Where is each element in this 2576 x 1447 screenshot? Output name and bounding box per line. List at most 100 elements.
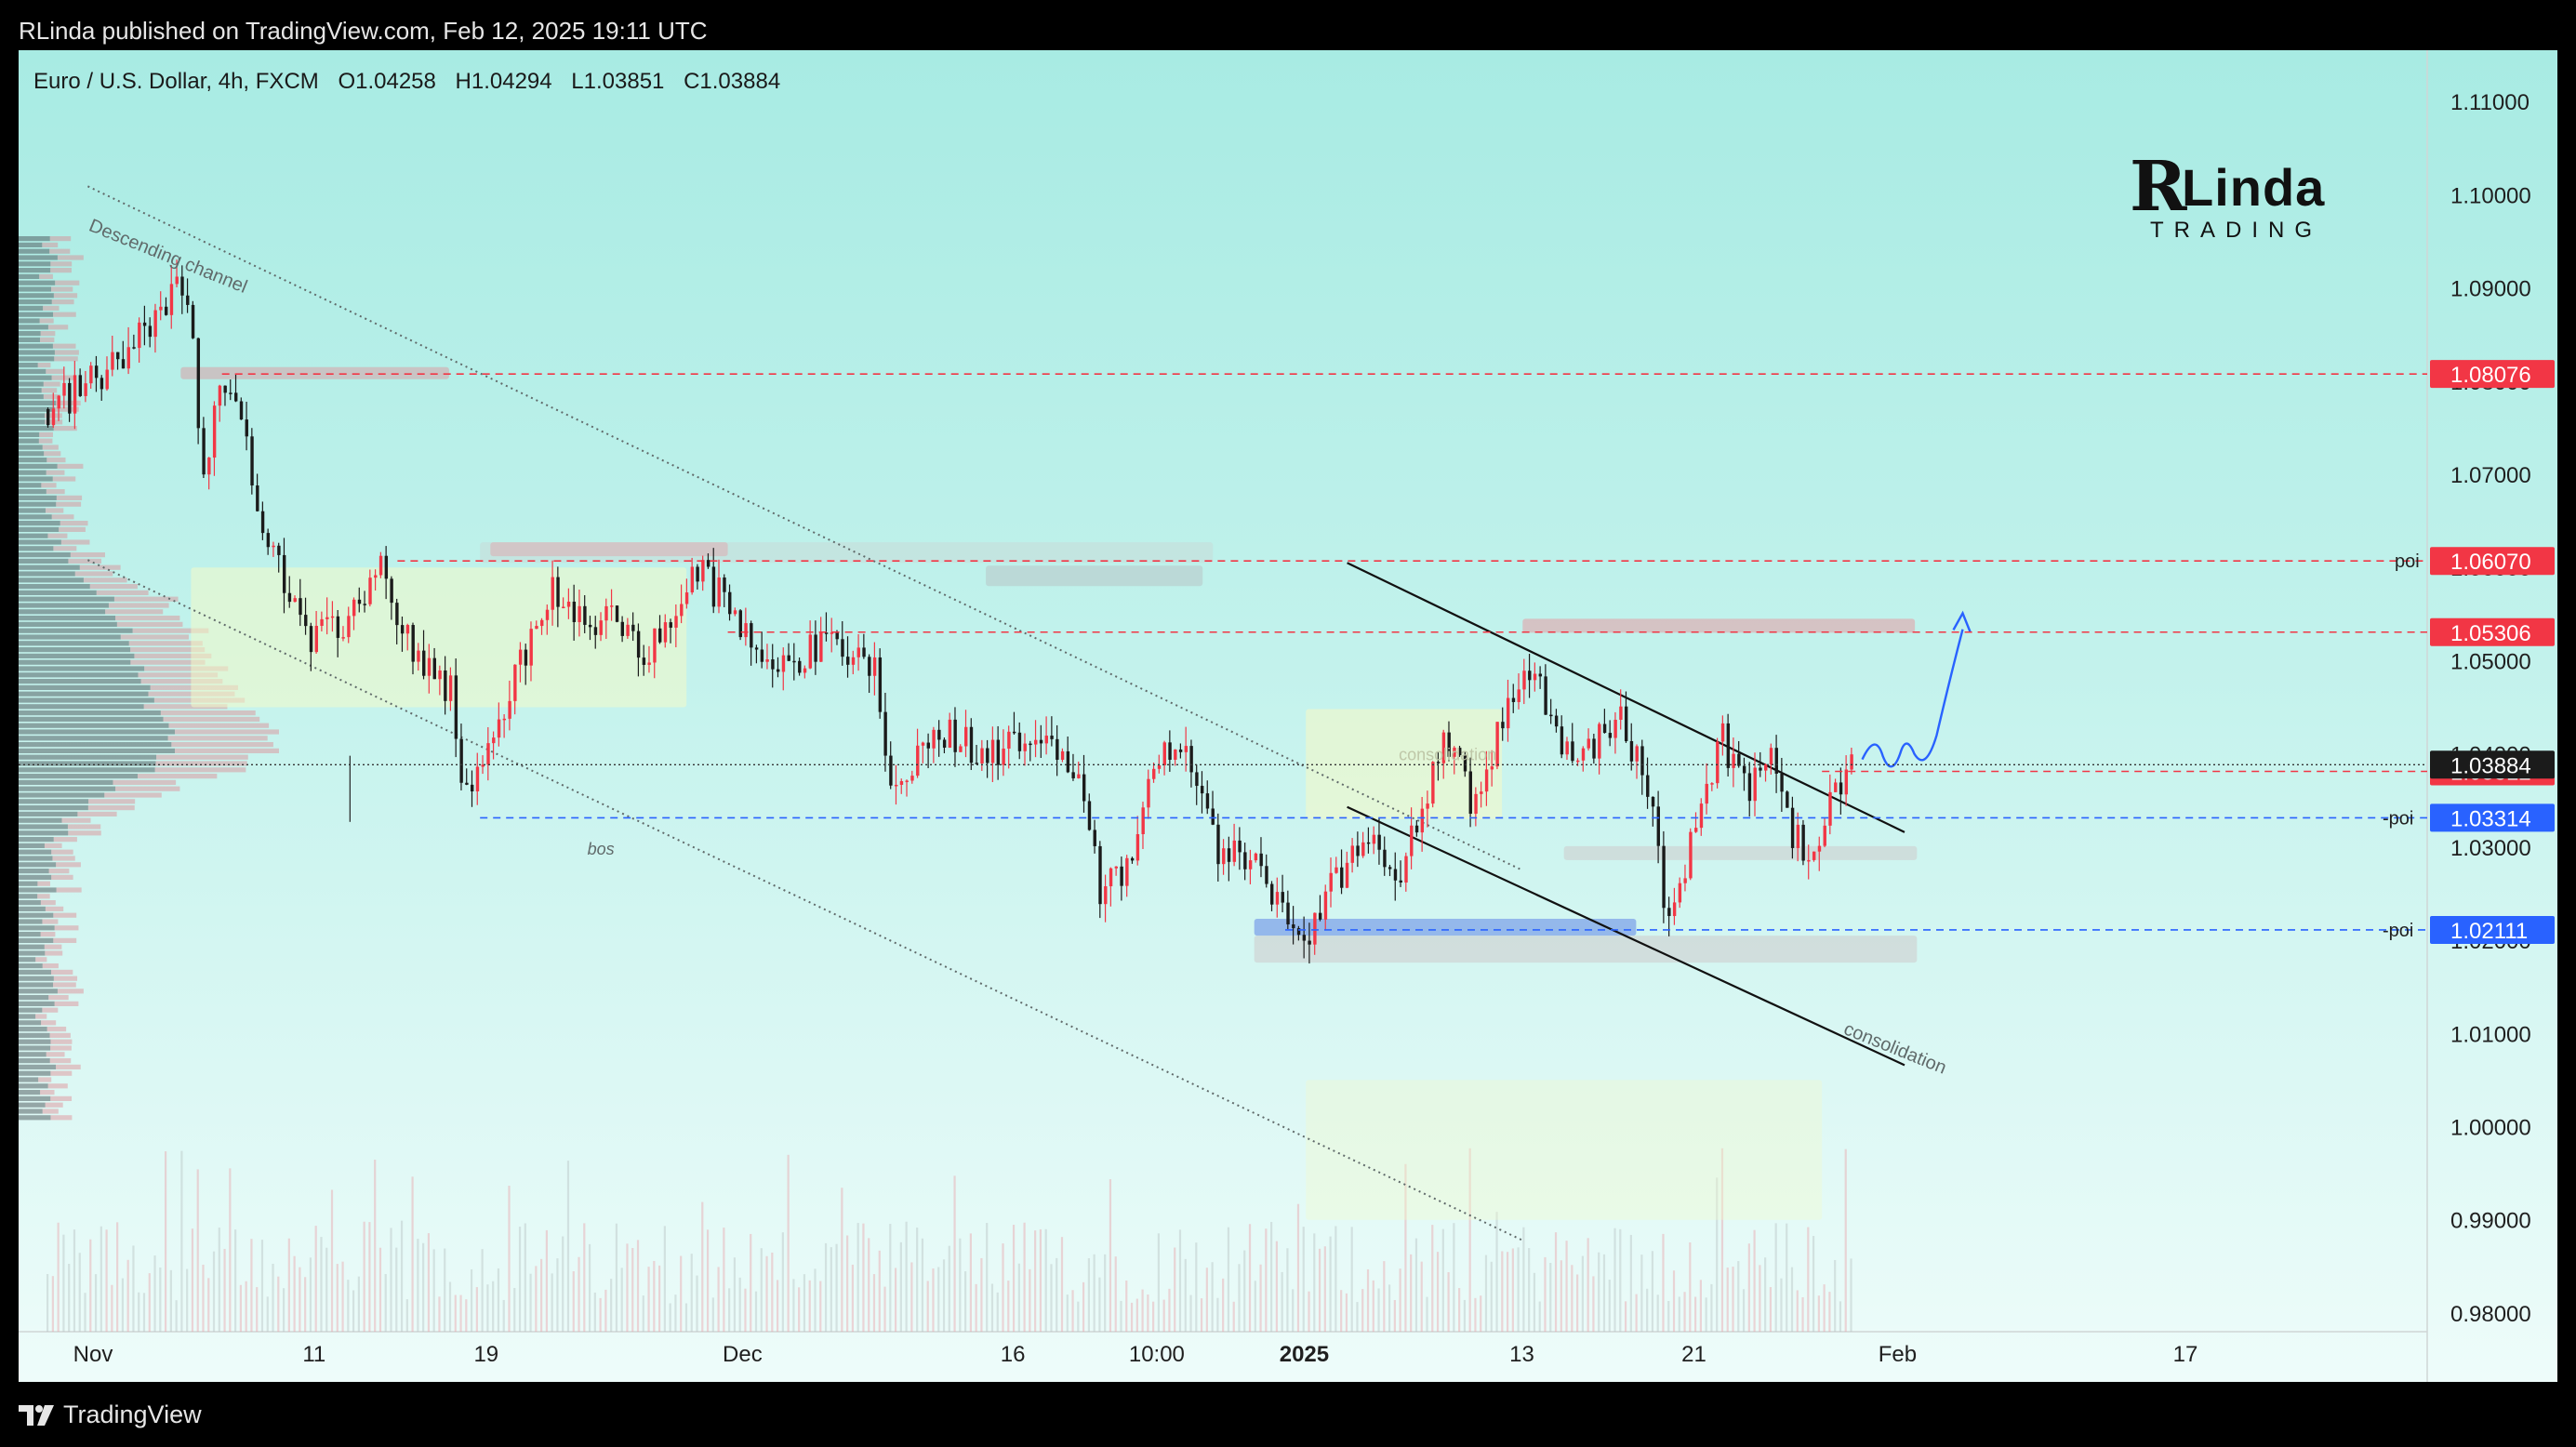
volume-profile-bar	[42, 1007, 59, 1013]
volume-profile-bar	[138, 672, 219, 678]
volume-profile-bar	[19, 546, 54, 551]
volume-profile-bar	[19, 337, 41, 342]
candle-body	[186, 295, 190, 305]
price-chart[interactable]: Descending channel bos consolidation consol…	[19, 50, 2557, 1382]
volume-bar	[728, 1288, 731, 1332]
volume-profile-bar	[44, 843, 62, 848]
volume-bar	[894, 1268, 897, 1332]
candle-body	[1651, 796, 1655, 807]
candle-body	[1087, 801, 1092, 830]
volume-bar	[669, 1303, 671, 1332]
volume-bar	[1678, 1296, 1680, 1332]
candle-body	[1350, 845, 1354, 863]
logo-sub: TRADING	[2150, 218, 2322, 243]
volume-bar	[835, 1243, 838, 1332]
volume-profile-bar	[115, 616, 180, 621]
candle-body	[1104, 886, 1108, 905]
chart-panel[interactable]: Descending channel bos consolidation consol…	[19, 50, 2557, 1382]
volume-bar	[1807, 1227, 1810, 1332]
candle-body	[524, 649, 528, 666]
tradingview-brand[interactable]: TradingView	[19, 1401, 202, 1429]
candle-body	[1817, 845, 1822, 852]
candle-body	[1174, 749, 1177, 760]
candle-body	[588, 624, 592, 628]
candle-body	[1571, 741, 1574, 762]
volume-profile-bar	[175, 729, 279, 735]
volume-bar	[910, 1262, 913, 1332]
symbol-name[interactable]: Euro / U.S. Dollar, 4h, FXCM	[33, 69, 319, 94]
candle-body	[841, 639, 844, 657]
volume-profile-bar	[19, 761, 156, 766]
volume-bar	[282, 1288, 285, 1332]
volume-profile-bar	[19, 641, 129, 646]
volume-bar	[1549, 1263, 1552, 1332]
volume-bar	[169, 1269, 172, 1332]
candle-body	[1334, 867, 1338, 873]
volume-bar	[330, 1189, 334, 1332]
volume-profile-bar	[19, 932, 41, 937]
volume-profile-bar	[19, 1083, 48, 1089]
candle-body	[94, 365, 99, 378]
volume-profile-bar	[19, 957, 36, 962]
channel-line	[86, 185, 1523, 871]
volume-profile-bar	[134, 653, 212, 658]
candle-body	[1200, 786, 1204, 794]
candle-body	[1823, 825, 1826, 846]
volume-bar	[1720, 1148, 1724, 1332]
volume-profile-bar	[19, 653, 135, 658]
volume-profile-bar	[19, 805, 88, 811]
candle-body	[562, 606, 565, 609]
volume-bar	[1071, 1290, 1074, 1332]
volume-bar	[126, 1259, 129, 1332]
candle-body	[604, 605, 608, 621]
volume-bar	[738, 1277, 741, 1332]
zones-layer	[180, 366, 1918, 1220]
candle-body	[1141, 807, 1145, 834]
poi-label: -poi	[2383, 921, 2413, 941]
candle-body	[1538, 673, 1543, 677]
volume-profile-bar	[19, 989, 58, 994]
volume-bar	[1281, 1271, 1283, 1332]
candle-body	[728, 591, 732, 615]
volume-bar	[1023, 1222, 1026, 1332]
candle-body	[615, 605, 619, 622]
volume-bar	[1345, 1293, 1348, 1332]
volume-profile-bar	[54, 356, 78, 362]
candle-body	[475, 766, 480, 792]
candle-body	[1135, 833, 1140, 861]
candle-body	[1517, 689, 1520, 702]
candle-body	[1286, 902, 1290, 925]
candle-body	[1436, 762, 1441, 763]
candle-body	[1265, 866, 1268, 884]
candle-body	[717, 577, 721, 607]
candle-body	[953, 719, 957, 752]
volume-bar	[540, 1258, 543, 1332]
price-level-badge-bg	[2430, 360, 2555, 389]
volume-profile-bar	[19, 521, 60, 526]
volume-profile-bar	[19, 621, 117, 627]
volume-bar	[1495, 1212, 1498, 1332]
volume-bar	[1790, 1267, 1794, 1332]
volume-bar	[1640, 1255, 1643, 1332]
candle-body	[1602, 724, 1607, 734]
volume-profile-bar	[53, 837, 77, 843]
volume-bar	[481, 1249, 484, 1332]
volume-bar	[314, 1226, 317, 1332]
volume-profile-bar	[19, 684, 151, 690]
volume-profile-bar	[19, 299, 52, 305]
candle-body	[669, 622, 672, 628]
candle-body	[1812, 851, 1816, 860]
volume-bar	[1753, 1229, 1756, 1332]
current-price-badge-bg	[2430, 750, 2555, 779]
candle-body	[1248, 860, 1253, 870]
volume-profile-bar	[128, 641, 203, 646]
zone-rect	[180, 366, 449, 379]
candle-body	[1726, 723, 1731, 768]
volume-profile-bar	[19, 413, 46, 418]
candle-body	[572, 601, 577, 622]
price-axis: 1.110001.100001.090001.080001.070001.060…	[2430, 90, 2555, 1327]
candle-body	[1098, 845, 1102, 905]
volume-profile-bar	[19, 1077, 39, 1082]
volume-bar	[1420, 1261, 1423, 1332]
candle-body	[1383, 849, 1387, 868]
